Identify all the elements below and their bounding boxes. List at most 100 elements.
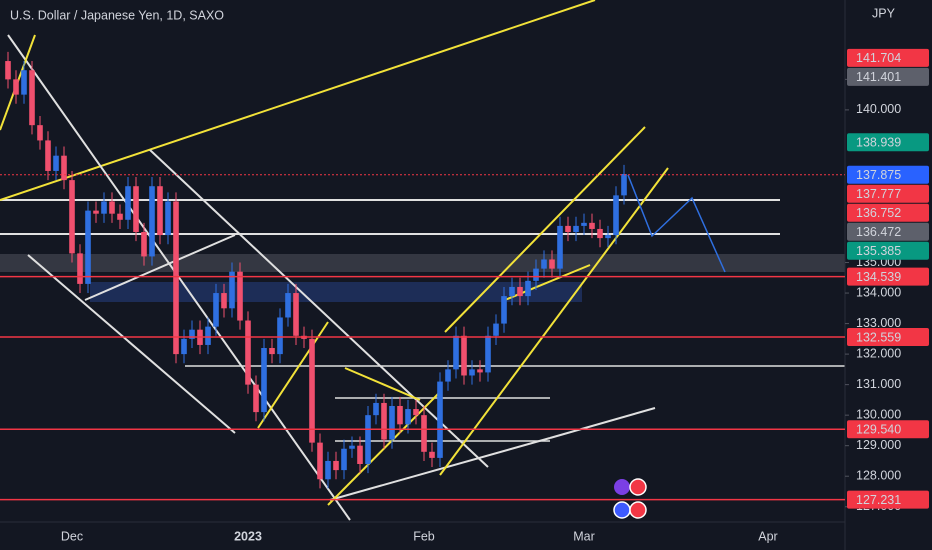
candle-body [437, 381, 443, 458]
candle-body [533, 268, 539, 281]
price-tag-label: 135.385 [856, 244, 901, 258]
candle-body [5, 61, 11, 80]
candle-body [45, 140, 51, 171]
currency: JPY [872, 6, 896, 20]
candle-body [69, 180, 75, 254]
price-tag [847, 222, 929, 241]
price-tag [847, 165, 929, 184]
y-tick-label: 129.000 [856, 438, 901, 452]
candle-body [285, 293, 291, 318]
candle-body [277, 317, 283, 355]
icon [629, 478, 647, 496]
candle-body [461, 335, 467, 376]
candle-body [373, 402, 379, 416]
candle-body [237, 271, 243, 321]
candle-body [381, 402, 387, 440]
price-tag [847, 267, 929, 286]
price-tag-label: 137.777 [856, 187, 901, 201]
x-tick-label: Apr [758, 529, 777, 543]
trend-line [257, 321, 329, 429]
candle-body [325, 460, 331, 480]
price-tag-label: 138.939 [856, 136, 901, 150]
candle-body [245, 320, 251, 385]
zone [90, 282, 582, 302]
candle-body [581, 222, 587, 226]
candle-body [509, 286, 515, 297]
channel-line [149, 149, 489, 468]
price-tag [847, 328, 929, 347]
candle-body [109, 201, 115, 214]
y-tick-label: 131.000 [856, 377, 901, 391]
projection [627, 174, 726, 273]
candle-body [389, 406, 395, 440]
candle-body [405, 409, 411, 425]
candle-body [205, 326, 211, 345]
price-tag-label: 134.539 [856, 270, 901, 284]
candle-body [589, 222, 595, 229]
price-tag [847, 133, 929, 152]
candle-body [613, 195, 619, 236]
candle-body [253, 384, 259, 413]
candle-body [173, 201, 179, 355]
candle-body [229, 271, 235, 309]
x-tick-label: Feb [413, 529, 435, 543]
y-tick-label: 132.000 [856, 346, 901, 360]
trend-line [0, 0, 596, 201]
price-tag-label: 127.231 [856, 493, 901, 507]
candle-body [621, 174, 627, 196]
icon [629, 501, 647, 519]
price-tag [847, 184, 929, 203]
y-tick-label: 128.000 [856, 469, 901, 483]
candle-body [517, 286, 523, 297]
candle-body [117, 213, 123, 220]
candle-body [125, 186, 131, 220]
candle-body [269, 348, 275, 355]
candle-body [541, 259, 547, 269]
candle-body [309, 338, 315, 443]
y-tick-label: 130.000 [856, 407, 901, 421]
candle-body [413, 409, 419, 416]
candle-body [469, 369, 475, 376]
price-tag-label: 136.472 [856, 225, 901, 239]
candle-body [421, 415, 427, 452]
candle-body [181, 338, 187, 355]
candle-body [357, 445, 363, 464]
price-tag-label: 141.704 [856, 51, 901, 65]
y-tick-label: 134.000 [856, 285, 901, 299]
candle-body [605, 235, 611, 239]
candle-body [341, 448, 347, 471]
price-tag-label: 137.875 [856, 168, 901, 182]
candle-body [597, 228, 603, 239]
candle-body [189, 329, 195, 339]
channel-line [7, 34, 351, 521]
candle-body [85, 210, 91, 284]
candle-body [397, 406, 403, 425]
candle-body [557, 225, 563, 269]
candle-body [429, 451, 435, 458]
channel-line [84, 234, 236, 301]
candle-body [333, 460, 339, 471]
price-tag [847, 67, 929, 86]
chart-title: U.S. Dollar / Japanese Yen, 1D, SAXO [10, 8, 224, 22]
candle-body [93, 210, 99, 214]
candle-body [13, 79, 19, 95]
price-tag-label: 132.559 [856, 330, 901, 344]
candle-body [565, 225, 571, 232]
candle-body [365, 415, 371, 464]
trend-line [344, 367, 421, 401]
x-tick-label: 2023 [234, 529, 262, 543]
icon [614, 479, 630, 495]
candle-body [77, 253, 83, 284]
candle-body [61, 155, 67, 181]
price-tag-label: 136.752 [856, 206, 901, 220]
plot [5, 51, 627, 489]
y-tick-label: 133.000 [856, 316, 901, 330]
event-icons [613, 478, 647, 519]
candle-body [349, 445, 355, 449]
candle-body [37, 125, 43, 141]
candle-body [525, 280, 531, 297]
candle-body [213, 293, 219, 327]
x-tick-label: Mar [573, 529, 595, 543]
trend-line [439, 167, 669, 476]
